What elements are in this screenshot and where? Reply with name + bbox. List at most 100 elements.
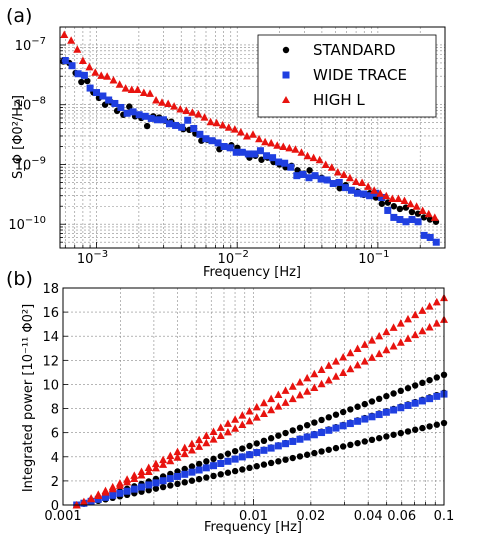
data-point [173, 453, 182, 461]
data-point [170, 102, 179, 110]
data-point [159, 477, 167, 485]
panel-a-xlabel: Frequency [Hz] [203, 265, 301, 280]
data-point [187, 446, 196, 454]
data-point [210, 472, 217, 480]
data-point [281, 386, 290, 394]
data-point [115, 80, 124, 88]
data-point [224, 469, 232, 476]
data-point [159, 116, 167, 124]
data-point [383, 433, 390, 440]
data-point [411, 330, 420, 339]
data-point [288, 382, 297, 390]
data-point [293, 172, 301, 180]
data-point [267, 444, 275, 452]
data-point [433, 392, 441, 400]
data-point [389, 323, 398, 331]
data-point [216, 423, 225, 431]
data-point [159, 483, 167, 491]
data-point [375, 434, 383, 442]
panel-a: (a) 10−3 10−2 10−1 10−7 10−8 10−9 10−10 Freque… [6, 5, 446, 280]
data-point [296, 424, 304, 432]
data-point [166, 475, 174, 483]
data-point [279, 142, 288, 150]
data-point [135, 111, 143, 119]
data-point [424, 209, 433, 218]
data-point [396, 338, 405, 346]
data-point [231, 415, 240, 423]
data-point [396, 319, 405, 327]
data-point [226, 144, 234, 152]
data-point [238, 420, 247, 429]
data-point [267, 405, 276, 414]
data-point [223, 419, 232, 427]
data-point [352, 177, 361, 185]
data-point [86, 84, 94, 92]
data-point [231, 467, 239, 475]
data-point [325, 426, 333, 434]
data-point [102, 493, 110, 501]
data-point [218, 120, 227, 129]
data-point [297, 148, 306, 156]
data-point [335, 178, 343, 186]
data-point [123, 487, 131, 495]
data-point [117, 103, 125, 111]
data-point [368, 413, 376, 421]
data-point [378, 194, 386, 202]
data-point [347, 441, 354, 449]
data-point [195, 466, 203, 474]
data-point [327, 163, 336, 171]
data-point [339, 368, 348, 376]
data-point [353, 189, 361, 197]
data-point [187, 439, 196, 448]
data-point [310, 431, 318, 439]
data-point [289, 454, 296, 462]
data-point [252, 402, 261, 411]
panel-b-xlabel: Frequency [Hz] [204, 520, 302, 535]
data-point [181, 470, 189, 478]
data-point [145, 486, 152, 494]
data-point [238, 411, 247, 419]
data-point [143, 122, 151, 130]
data-point [217, 453, 224, 460]
data-point [145, 481, 153, 489]
data-point [296, 435, 304, 443]
data-point [317, 379, 326, 388]
data-point [246, 442, 253, 450]
data-point [289, 437, 297, 445]
y-tick-label: 4 [51, 451, 59, 466]
data-point [396, 215, 404, 223]
x-tick-label: 0.02 [296, 509, 325, 524]
data-point [116, 489, 124, 497]
data-point [353, 344, 362, 353]
data-point [303, 151, 312, 160]
data-point [144, 463, 153, 472]
data-point [97, 71, 106, 79]
data-point [238, 453, 246, 461]
data-point [223, 427, 232, 436]
x-tick-label: 0.01 [239, 509, 268, 524]
data-point [426, 216, 434, 223]
data-point [360, 340, 369, 348]
data-point [180, 443, 189, 452]
data-point [159, 460, 168, 468]
data-point [152, 479, 160, 487]
data-point [60, 30, 69, 38]
data-point [261, 137, 270, 146]
legend-marker-standard [282, 46, 290, 54]
data-point [361, 415, 369, 423]
data-point [181, 465, 188, 473]
data-point [331, 357, 340, 365]
data-point [173, 447, 182, 456]
data-point [152, 96, 161, 104]
data-point [332, 424, 340, 432]
data-point [360, 190, 368, 198]
data-point [105, 96, 113, 104]
legend-label-high-l: HIGH L [313, 91, 365, 109]
data-point [406, 199, 415, 208]
data-point [208, 137, 216, 145]
data-point [214, 139, 222, 147]
data-point [152, 485, 160, 492]
data-point [111, 99, 119, 107]
data-point [79, 498, 88, 506]
